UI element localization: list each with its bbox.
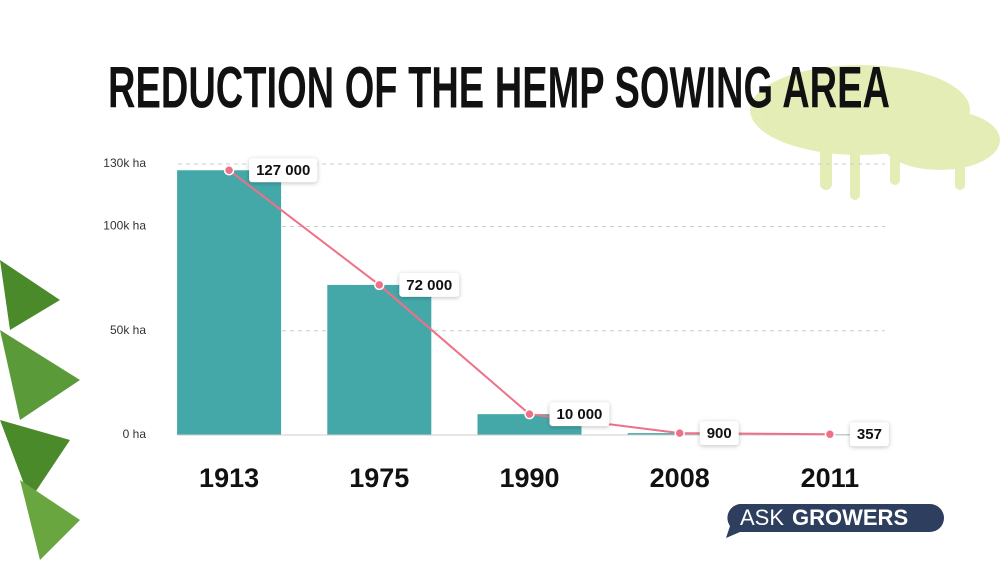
brand-prefix: ASK [740, 505, 784, 530]
y-tick-label: 0 ha [123, 427, 147, 441]
point [374, 279, 385, 291]
value-label: 10 000 [557, 406, 603, 423]
value-label-box [699, 421, 739, 446]
value-label-box [399, 272, 460, 297]
y-tick-label: 130k ha [103, 156, 146, 170]
decoration [750, 65, 1000, 200]
value-label: 127 000 [256, 162, 310, 179]
point [223, 165, 235, 176]
x-tick-label: 1975 [349, 463, 409, 493]
leaf-decoration [0, 260, 80, 560]
value-label-box [549, 402, 610, 427]
x-tick-label: 1990 [499, 463, 559, 493]
x-tick-label: 2008 [650, 463, 710, 493]
trend-line [228, 169, 830, 436]
point [674, 427, 685, 439]
point [524, 408, 535, 420]
x-tick-label: 1913 [199, 463, 259, 493]
bar [327, 284, 432, 435]
value-label: 72 000 [406, 277, 452, 294]
value-label-box [249, 158, 318, 183]
value-label-box [849, 422, 889, 447]
value-label: 357 [857, 426, 882, 443]
point [824, 429, 836, 440]
brand-logo: ASK GROWERS [726, 504, 944, 538]
value-label: 900 [707, 425, 732, 442]
y-tick-label: 100k ha [103, 219, 146, 233]
bar [177, 170, 282, 435]
brand-name: GROWERS [792, 505, 908, 530]
chart-title: REDUCTION OF THE HEMP SOWING AREA [108, 55, 890, 120]
y-tick-label: 50k ha [110, 323, 146, 337]
x-tick-label: 2011 [801, 463, 860, 493]
